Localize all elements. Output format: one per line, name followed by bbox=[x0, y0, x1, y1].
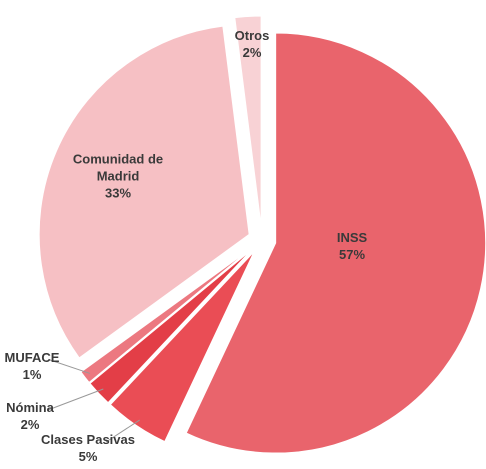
value-label: 5% bbox=[78, 449, 98, 464]
slice-label: Nómina 2% bbox=[0, 399, 60, 433]
pie-slice bbox=[185, 32, 486, 454]
category-label: Clases Pasivas bbox=[41, 432, 135, 447]
value-label: 33% bbox=[104, 185, 132, 201]
slice-label: MUFACE 1% bbox=[0, 349, 67, 383]
value-label: 2% bbox=[242, 45, 262, 60]
value-label: 2% bbox=[20, 417, 40, 432]
value-label: 57% bbox=[338, 247, 366, 262]
pie-slice bbox=[109, 251, 255, 443]
category-label: Comunidad de Madrid bbox=[72, 151, 164, 184]
pie-slice bbox=[80, 248, 252, 384]
pie-slice bbox=[38, 25, 250, 359]
slice-label: Clases Pasivas 5% bbox=[28, 431, 148, 465]
leader-line bbox=[105, 419, 140, 443]
pie-slice bbox=[89, 249, 253, 404]
category-label: Otros bbox=[234, 28, 270, 43]
slice-label: INSS 57% bbox=[322, 229, 382, 263]
leader-line bbox=[47, 388, 104, 411]
slice-label: Comunidad de Madrid 33% bbox=[63, 151, 173, 202]
pie-slice bbox=[234, 15, 262, 227]
slice-label: Otros 2% bbox=[227, 27, 277, 61]
category-label: Nómina bbox=[6, 400, 54, 415]
category-label: MUFACE bbox=[4, 350, 60, 365]
value-label: 1% bbox=[22, 367, 42, 382]
category-label: INSS bbox=[336, 230, 368, 245]
leader-line bbox=[49, 359, 91, 374]
